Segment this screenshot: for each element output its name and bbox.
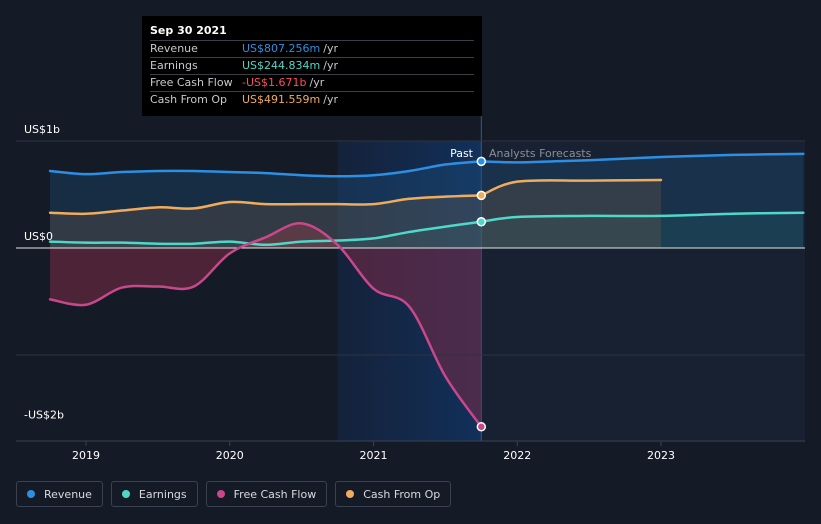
x-tick-label: 2023	[647, 449, 675, 462]
tooltip-row-earnings: Earnings US$244.834m /yr	[150, 57, 474, 74]
legend-item-earnings[interactable]: Earnings	[110, 481, 198, 507]
revenue-dot-icon	[27, 490, 35, 498]
forecast-label: Analysts Forecasts	[489, 147, 592, 160]
x-tick-label: 2020	[216, 449, 244, 462]
cash-from-op-line-forecast	[480, 178, 663, 197]
free-cash-flow-dot-icon	[216, 490, 225, 498]
tooltip-unit: /yr	[309, 76, 325, 89]
legend-label: Revenue	[44, 487, 92, 501]
tooltip-label: Cash From Op	[150, 93, 228, 106]
cash-from-op-area	[50, 180, 661, 248]
y-tick-label: US$0	[24, 230, 53, 243]
x-tick-label: 2021	[360, 449, 388, 462]
tooltip-row-cash-from-op: Cash From Op US$491.559m /yr	[150, 91, 474, 108]
tooltip-label: Revenue	[150, 42, 198, 55]
y-tick-label: US$1b	[24, 123, 60, 136]
tooltip: Sep 30 2021 Revenue US$807.256m /yr Earn…	[142, 16, 482, 116]
cash-from-op-line-past	[48, 194, 483, 216]
x-tick-label: 2022	[503, 449, 531, 462]
y-tick-label: -US$2b	[24, 409, 64, 422]
forecast-region	[481, 141, 805, 441]
revenue-line-past	[48, 160, 483, 178]
free-cash-flow-area	[50, 223, 482, 427]
tooltip-value: US$244.834m	[242, 59, 321, 72]
earnings-line-forecast	[480, 211, 805, 224]
tooltip-unit: /yr	[323, 42, 338, 55]
cash-from-op-marker	[476, 190, 487, 201]
legend-label: Earnings	[138, 487, 187, 501]
tooltip-value: US$491.559m	[242, 93, 321, 106]
tooltip-value: US$807.256m	[242, 42, 321, 55]
revenue-area	[50, 153, 804, 248]
legend-item-revenue[interactable]: Revenue	[16, 481, 103, 507]
tooltip-date: Sep 30 2021	[150, 24, 227, 37]
tooltip-row-free-cash-flow: Free Cash Flow -US$1.671b /yr	[150, 74, 474, 91]
tooltip-unit: /yr	[323, 93, 338, 106]
x-tick-label: 2019	[72, 449, 100, 462]
tooltip-value: -US$1.671b	[242, 76, 307, 89]
legend-label: Free Cash Flow	[233, 487, 317, 501]
tooltip-label: Earnings	[150, 59, 198, 72]
tooltip-label: Free Cash Flow	[150, 76, 233, 89]
legend-item-cash-from-op[interactable]: Cash From Op	[335, 481, 452, 507]
legend-label: Cash From Op	[363, 487, 441, 501]
past-label: Past	[450, 147, 474, 160]
earnings-marker	[476, 217, 487, 227]
earnings-dot-icon	[121, 490, 130, 498]
tooltip-row-revenue: Revenue US$807.256m /yr	[150, 40, 474, 57]
earnings-line-past	[48, 220, 483, 247]
free-cash-flow-line-past	[48, 222, 483, 429]
tooltip-unit: /yr	[323, 59, 338, 72]
revenue-marker	[476, 156, 487, 167]
legend: Revenue Earnings Free Cash Flow Cash Fro…	[16, 481, 452, 509]
free-cash-flow-marker	[476, 422, 487, 432]
legend-item-free-cash-flow[interactable]: Free Cash Flow	[205, 481, 328, 507]
cash-from-op-dot-icon	[346, 490, 355, 498]
revenue-line-forecast	[480, 152, 805, 164]
